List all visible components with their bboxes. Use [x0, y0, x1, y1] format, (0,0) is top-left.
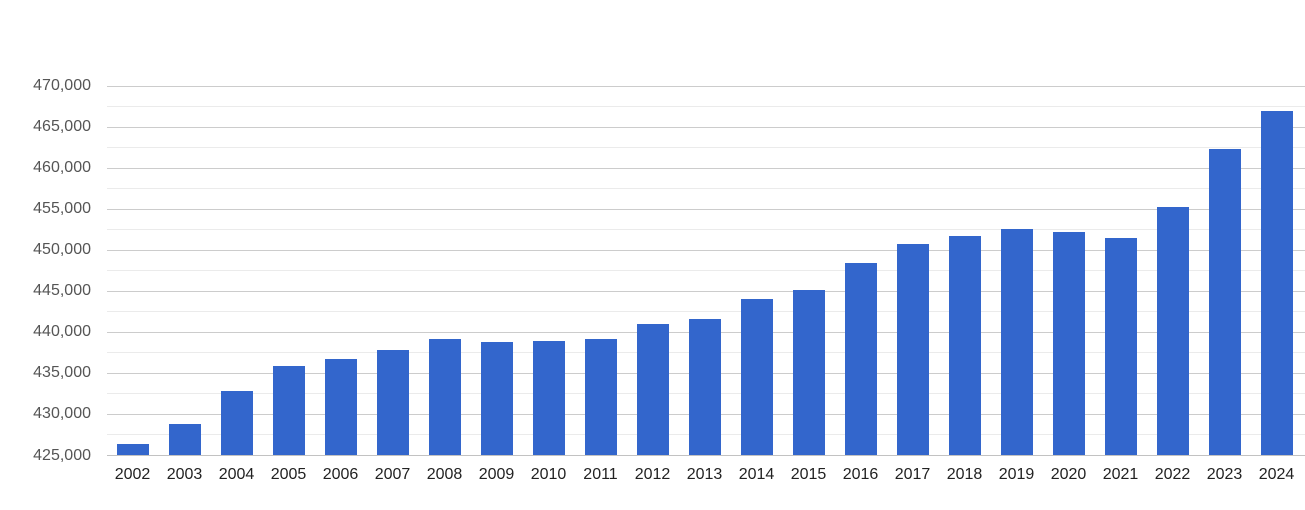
major-gridline-470000 — [106, 85, 1305, 87]
y-axis-label: 440,000 — [33, 323, 91, 341]
y-axis-label: 460,000 — [33, 159, 91, 177]
bar-2008[interactable] — [428, 338, 461, 456]
major-gridline-445000 — [106, 290, 1305, 292]
x-axis-label: 2022 — [1154, 466, 1191, 483]
x-axis-label: 2011 — [583, 466, 618, 483]
y-axis-label: 455,000 — [33, 200, 91, 218]
x-axis-label: 2020 — [1050, 466, 1087, 483]
y-axis-label: 450,000 — [33, 241, 91, 259]
bar-2015[interactable] — [792, 290, 825, 456]
major-gridline-455000 — [106, 208, 1305, 210]
x-axis-label: 2024 — [1258, 466, 1295, 483]
bar-2010[interactable] — [532, 340, 565, 456]
x-axis-label: 2004 — [218, 466, 255, 483]
major-gridline-460000 — [106, 167, 1305, 169]
x-axis-label: 2014 — [738, 466, 775, 483]
y-axis-label: 425,000 — [33, 446, 91, 464]
bar-2019[interactable] — [1000, 228, 1033, 456]
bar-2009[interactable] — [480, 342, 513, 456]
major-gridline-465000 — [106, 126, 1305, 128]
bar-2005[interactable] — [272, 365, 305, 456]
bar-2004[interactable] — [220, 390, 253, 456]
x-axis-label: 2009 — [478, 466, 515, 483]
bar-2003[interactable] — [168, 424, 201, 456]
x-axis-label: 2006 — [322, 466, 359, 483]
axis-baseline — [106, 455, 1305, 456]
x-axis-label: 2005 — [270, 466, 307, 483]
y-axis-label: 435,000 — [33, 364, 91, 382]
minor-gridline-462500 — [106, 147, 1305, 149]
bar-2023[interactable] — [1208, 149, 1241, 456]
bar-2002[interactable] — [116, 444, 149, 456]
bar-2020[interactable] — [1052, 232, 1085, 456]
x-axis-label: 2016 — [842, 466, 879, 483]
bar-2013[interactable] — [688, 319, 721, 456]
minor-gridline-442500 — [106, 311, 1305, 313]
bar-2017[interactable] — [896, 243, 929, 456]
y-axis-label: 465,000 — [33, 118, 91, 136]
x-axis-label: 2010 — [530, 466, 567, 483]
bar-2012[interactable] — [636, 324, 669, 456]
x-axis-label: 2023 — [1206, 466, 1243, 483]
bar-2011[interactable] — [584, 338, 617, 456]
minor-gridline-447500 — [106, 270, 1305, 272]
minor-gridline-457500 — [106, 188, 1305, 190]
y-axis-label: 470,000 — [33, 77, 91, 94]
x-axis-label: 2017 — [894, 466, 931, 483]
x-axis-label: 2012 — [634, 466, 671, 483]
bar-2021[interactable] — [1104, 237, 1137, 456]
x-axis-label: 2003 — [166, 466, 203, 483]
bar-2018[interactable] — [948, 236, 981, 456]
major-gridline-450000 — [106, 249, 1305, 251]
x-axis-label: 2021 — [1102, 466, 1139, 483]
bar-2016[interactable] — [844, 262, 877, 456]
minor-gridline-467500 — [106, 106, 1305, 108]
bar-2022[interactable] — [1156, 206, 1189, 456]
x-axis-label: 2015 — [790, 466, 827, 483]
x-axis-label: 2007 — [374, 466, 411, 483]
bar-2007[interactable] — [376, 350, 409, 456]
x-axis-label: 2002 — [114, 466, 151, 483]
y-axis-label: 430,000 — [33, 405, 91, 423]
bar-2014[interactable] — [740, 299, 773, 456]
bar-2024[interactable] — [1260, 110, 1293, 456]
minor-gridline-452500 — [106, 229, 1305, 231]
x-axis-label: 2008 — [426, 466, 463, 483]
y-axis-label: 445,000 — [33, 282, 91, 300]
bar-2006[interactable] — [324, 359, 357, 456]
x-axis-label: 2013 — [686, 466, 723, 483]
x-axis-label: 2018 — [946, 466, 983, 483]
x-axis-label: 2019 — [998, 466, 1035, 483]
